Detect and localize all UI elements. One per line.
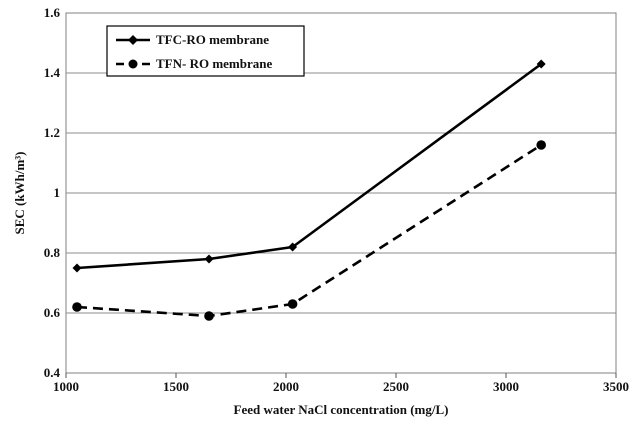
y-tick-label: 1.2	[44, 125, 60, 140]
x-tick-label: 1500	[163, 379, 189, 394]
y-tick-label: 0.6	[44, 305, 61, 320]
legend: TFC-RO membrane TFN- RO membrane	[106, 25, 305, 77]
series-line-1	[76, 143, 542, 318]
y-tick-labels: 0.4 0.6 0.8 1 1.2 1.4 1.6	[44, 5, 61, 380]
data-point-circle	[72, 302, 82, 312]
data-point-circle	[287, 299, 298, 309]
y-tick-label: 0.4	[44, 365, 61, 380]
data-point-diamond	[72, 263, 82, 273]
y-tick-label: 1.6	[44, 5, 61, 20]
x-tick-labels: 1000 1500 2000 2500 3000 3500	[53, 373, 629, 394]
y-tick-label: 1	[54, 185, 61, 200]
x-tick-label: 1000	[53, 379, 79, 394]
x-axis-title: Feed water NaCl concentration (mg/L)	[234, 402, 449, 417]
x-tick-label: 3000	[493, 379, 519, 394]
data-point-circle	[204, 311, 214, 321]
x-tick-label: 2000	[273, 379, 299, 394]
data-point-circle	[536, 140, 546, 150]
y-axis-title: SEC (kWh/m³)	[12, 152, 27, 235]
legend-box	[106, 25, 305, 77]
legend-label-tfn: TFN- RO membrane	[156, 56, 272, 71]
y-tick-label: 0.8	[44, 245, 61, 260]
x-tick-label: 3500	[603, 379, 629, 394]
x-tick-label: 2500	[383, 379, 409, 394]
legend-marker-tfn	[128, 59, 138, 69]
data-point-diamond	[204, 254, 214, 264]
series-line-0	[76, 62, 542, 270]
legend-label-tfc: TFC-RO membrane	[156, 32, 269, 47]
data-point-diamond	[536, 59, 546, 69]
data-point-diamond	[288, 242, 298, 252]
y-tick-label: 1.4	[44, 65, 61, 80]
series-group	[72, 59, 546, 321]
legend-marker-tfc	[128, 35, 138, 45]
